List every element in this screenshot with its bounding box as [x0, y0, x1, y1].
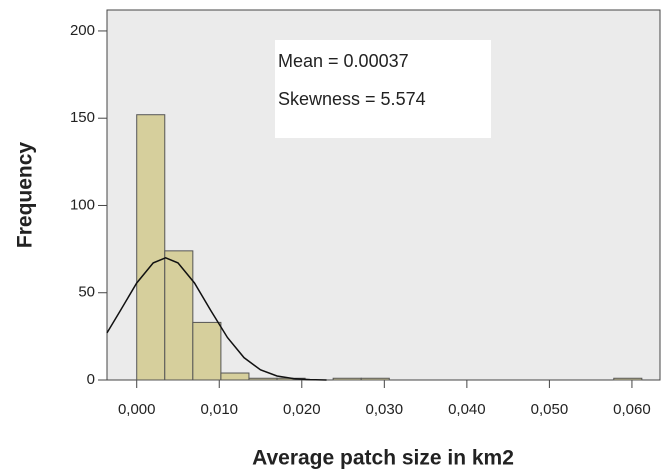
bar: [613, 377, 643, 381]
bar: [248, 377, 278, 381]
bar: [360, 377, 390, 381]
x-tick-label: 0,060: [613, 401, 651, 418]
y-tick-label: 0: [87, 371, 95, 388]
y-tick-label: 50: [78, 284, 95, 301]
normal-curve: [106, 257, 327, 381]
annotation-box: [275, 40, 491, 138]
x-tick-label: 0,010: [200, 401, 238, 418]
x-tick-label: 0,030: [366, 401, 404, 418]
bar: [220, 372, 250, 381]
bar: [136, 114, 166, 381]
x-tick-label: 0,020: [283, 401, 321, 418]
bar: [192, 321, 222, 381]
y-tick-label: 150: [70, 109, 95, 126]
x-tick-label: 0,000: [118, 401, 156, 418]
y-tick-label: 200: [70, 22, 95, 39]
x-tick-label: 0,040: [448, 401, 486, 418]
bar: [164, 250, 194, 381]
x-tick-label: 0,050: [531, 401, 569, 418]
x-axis-title: Average patch size in km2: [252, 447, 514, 470]
y-tick-label: 100: [70, 196, 95, 213]
bar: [332, 377, 362, 381]
annotation: Skewness = 5.574: [278, 89, 426, 109]
y-axis-title: Frequency: [14, 142, 37, 249]
annotation: Mean = 0.00037: [278, 51, 409, 71]
